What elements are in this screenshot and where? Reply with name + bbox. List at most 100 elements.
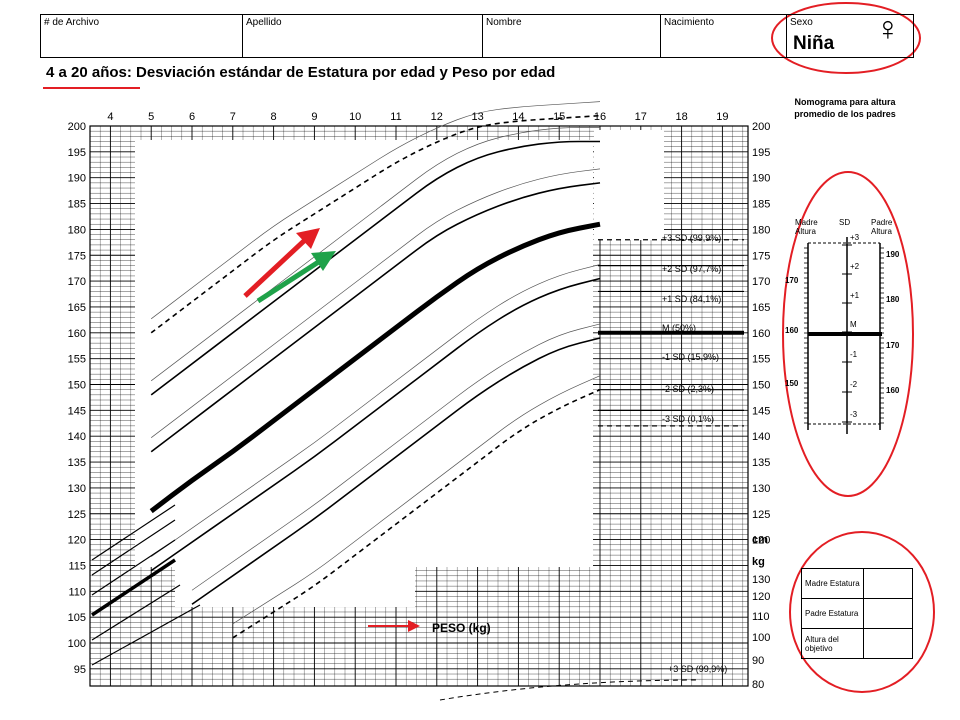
sexo-field[interactable]: Sexo <box>787 15 913 57</box>
nomo-father-tick-170: 170 <box>886 341 900 350</box>
y-tick-kg-90: 90 <box>752 655 764 667</box>
sd-curve-labels: +3 SD (99,9%) +2 SD (97,7%) +1 SD (84,1%) M… <box>662 233 721 424</box>
goal-circle <box>789 531 935 693</box>
x-tick-9: 9 <box>311 111 317 123</box>
x-tick-8: 8 <box>271 111 277 123</box>
height-curve-2 <box>150 182 601 453</box>
nomogram: Madre Altura SD Padre Altura +3 +2 +1 M -1 -2… <box>785 218 900 434</box>
nomo-sd-tick-6: -3 <box>850 410 858 419</box>
y-tick-left-195: 195 <box>68 147 86 159</box>
y-tick-right-130: 130 <box>752 483 770 495</box>
y-tick-kg-130: 130 <box>752 574 770 586</box>
y-tick-left-135: 135 <box>68 457 86 469</box>
goal-value-mother[interactable] <box>863 568 913 599</box>
nomo-sd-tick-3: M <box>850 320 857 329</box>
archivo-field[interactable]: # de Archivo <box>41 15 243 57</box>
height-curve-0 <box>150 114 601 334</box>
y-tick-left-140: 140 <box>68 431 86 443</box>
x-tick-13: 13 <box>471 111 483 123</box>
nomo-sd-tick-0: +3 <box>850 233 860 242</box>
weight-curve-4 <box>91 584 181 641</box>
y-tick-right-160: 160 <box>752 328 770 340</box>
height-curve-6 <box>232 388 601 639</box>
y-tick-right-175: 175 <box>752 250 770 262</box>
y-tick-right-150: 150 <box>752 380 770 392</box>
red-arrow-peso <box>368 620 420 632</box>
y-tick-left-150: 150 <box>68 380 86 392</box>
nomo-mother-tick-150: 150 <box>785 379 799 388</box>
y-tick-kg-80: 80 <box>752 679 764 691</box>
height-ref-curve-6 <box>232 375 601 625</box>
nacimiento-field[interactable]: Nacimiento <box>661 15 787 57</box>
weight-curve-1 <box>91 519 176 576</box>
y-tick-left-95: 95 <box>74 664 86 676</box>
y-tick-right-185: 185 <box>752 199 770 211</box>
y-tick-left-100: 100 <box>68 638 86 650</box>
y-tick-left-185: 185 <box>68 199 86 211</box>
goal-label-mother: Madre Estatura <box>801 568 864 599</box>
y-tick-left-190: 190 <box>68 173 86 185</box>
female-symbol-icon: ♀ <box>875 10 901 48</box>
sexo-circle <box>771 2 921 74</box>
y-tick-kg-100: 100 <box>752 632 770 644</box>
sd-label-6: -3 SD (0,1%) <box>662 414 714 424</box>
height-ref-curve-4 <box>150 264 601 557</box>
x-tick-4: 4 <box>107 111 113 123</box>
y-tick-left-115: 115 <box>68 560 86 572</box>
y-tick-left-170: 170 <box>68 276 86 288</box>
nomo-father-tick-180: 180 <box>886 295 900 304</box>
archivo-label: # de Archivo <box>44 17 100 28</box>
y-axis-left-ticks: 200 195 190 185 180 175 170 165 160 155 150 145 140 1… <box>68 121 86 676</box>
blank-panel-mid <box>175 567 415 607</box>
y-tick-left-180: 180 <box>68 224 86 236</box>
nomo-sd-tick-5: -2 <box>850 380 858 389</box>
blank-panel-right <box>594 130 664 240</box>
weight-curve-5 <box>91 604 201 666</box>
x-tick-19: 19 <box>716 111 728 123</box>
height-curve-3 <box>149 221 601 514</box>
goal-value-target[interactable] <box>863 628 913 659</box>
header-form: # de Archivo Apellido Nombre Nacimiento … <box>40 14 914 58</box>
y-tick-kg-110: 110 <box>752 611 770 623</box>
blank-areas <box>135 130 664 607</box>
nomo-sd-tick-4: -1 <box>850 350 858 359</box>
x-axis-top-ticks: 4 5 6 7 8 9 10 11 12 13 14 15 16 17 18 19 <box>107 111 728 123</box>
x-tick-12: 12 <box>431 111 443 123</box>
x-tick-16: 16 <box>594 111 606 123</box>
y-tick-left-200: 200 <box>68 121 86 133</box>
x-tick-6: 6 <box>189 111 195 123</box>
y-tick-left-160: 160 <box>68 328 86 340</box>
y-tick-right-120: 120 <box>752 535 770 547</box>
y-tick-left-110: 110 <box>68 586 86 598</box>
y-tick-right-125: 125 <box>752 509 770 521</box>
weight-sd-label: +3 SD (99,9%) <box>668 664 727 674</box>
goal-label-father: Padre Estatura <box>801 598 864 629</box>
y-tick-right-195: 195 <box>752 147 770 159</box>
goal-row-father: Padre Estatura <box>801 598 913 629</box>
y-tick-right-140: 140 <box>752 431 770 443</box>
nomo-mother-label-2: Altura <box>795 227 816 236</box>
apellido-field[interactable]: Apellido <box>243 15 483 57</box>
nomo-mother-tick-170: 170 <box>785 276 799 285</box>
x-tick-18: 18 <box>675 111 687 123</box>
height-ref-curve-0 <box>150 101 601 320</box>
y-tick-left-125: 125 <box>68 509 86 521</box>
weight-curve-top <box>439 679 701 701</box>
height-curve-5 <box>191 337 601 605</box>
y-tick-left-145: 145 <box>68 405 86 417</box>
y-tick-left-120: 120 <box>68 535 86 547</box>
nomo-father-label-1: Padre <box>871 218 893 227</box>
goal-value-father[interactable] <box>863 598 913 629</box>
nomo-sd-tick-2: +1 <box>850 291 860 300</box>
green-arrow-height <box>256 251 336 304</box>
nomo-father-ticks: 190 180 170 160 <box>880 247 900 424</box>
weight-curve-0 <box>91 504 176 561</box>
y-axis-right-ticks: 200 195 190 185 180 175 170 165 160 155 150 145 140 1… <box>752 121 770 691</box>
sd-label-2: +1 SD (84,1%) <box>662 294 721 304</box>
x-tick-14: 14 <box>512 111 524 123</box>
sexo-label: Sexo <box>790 17 813 28</box>
height-curve-1 <box>150 140 600 396</box>
nombre-field[interactable]: Nombre <box>483 15 661 57</box>
height-curve-4 <box>150 277 601 572</box>
